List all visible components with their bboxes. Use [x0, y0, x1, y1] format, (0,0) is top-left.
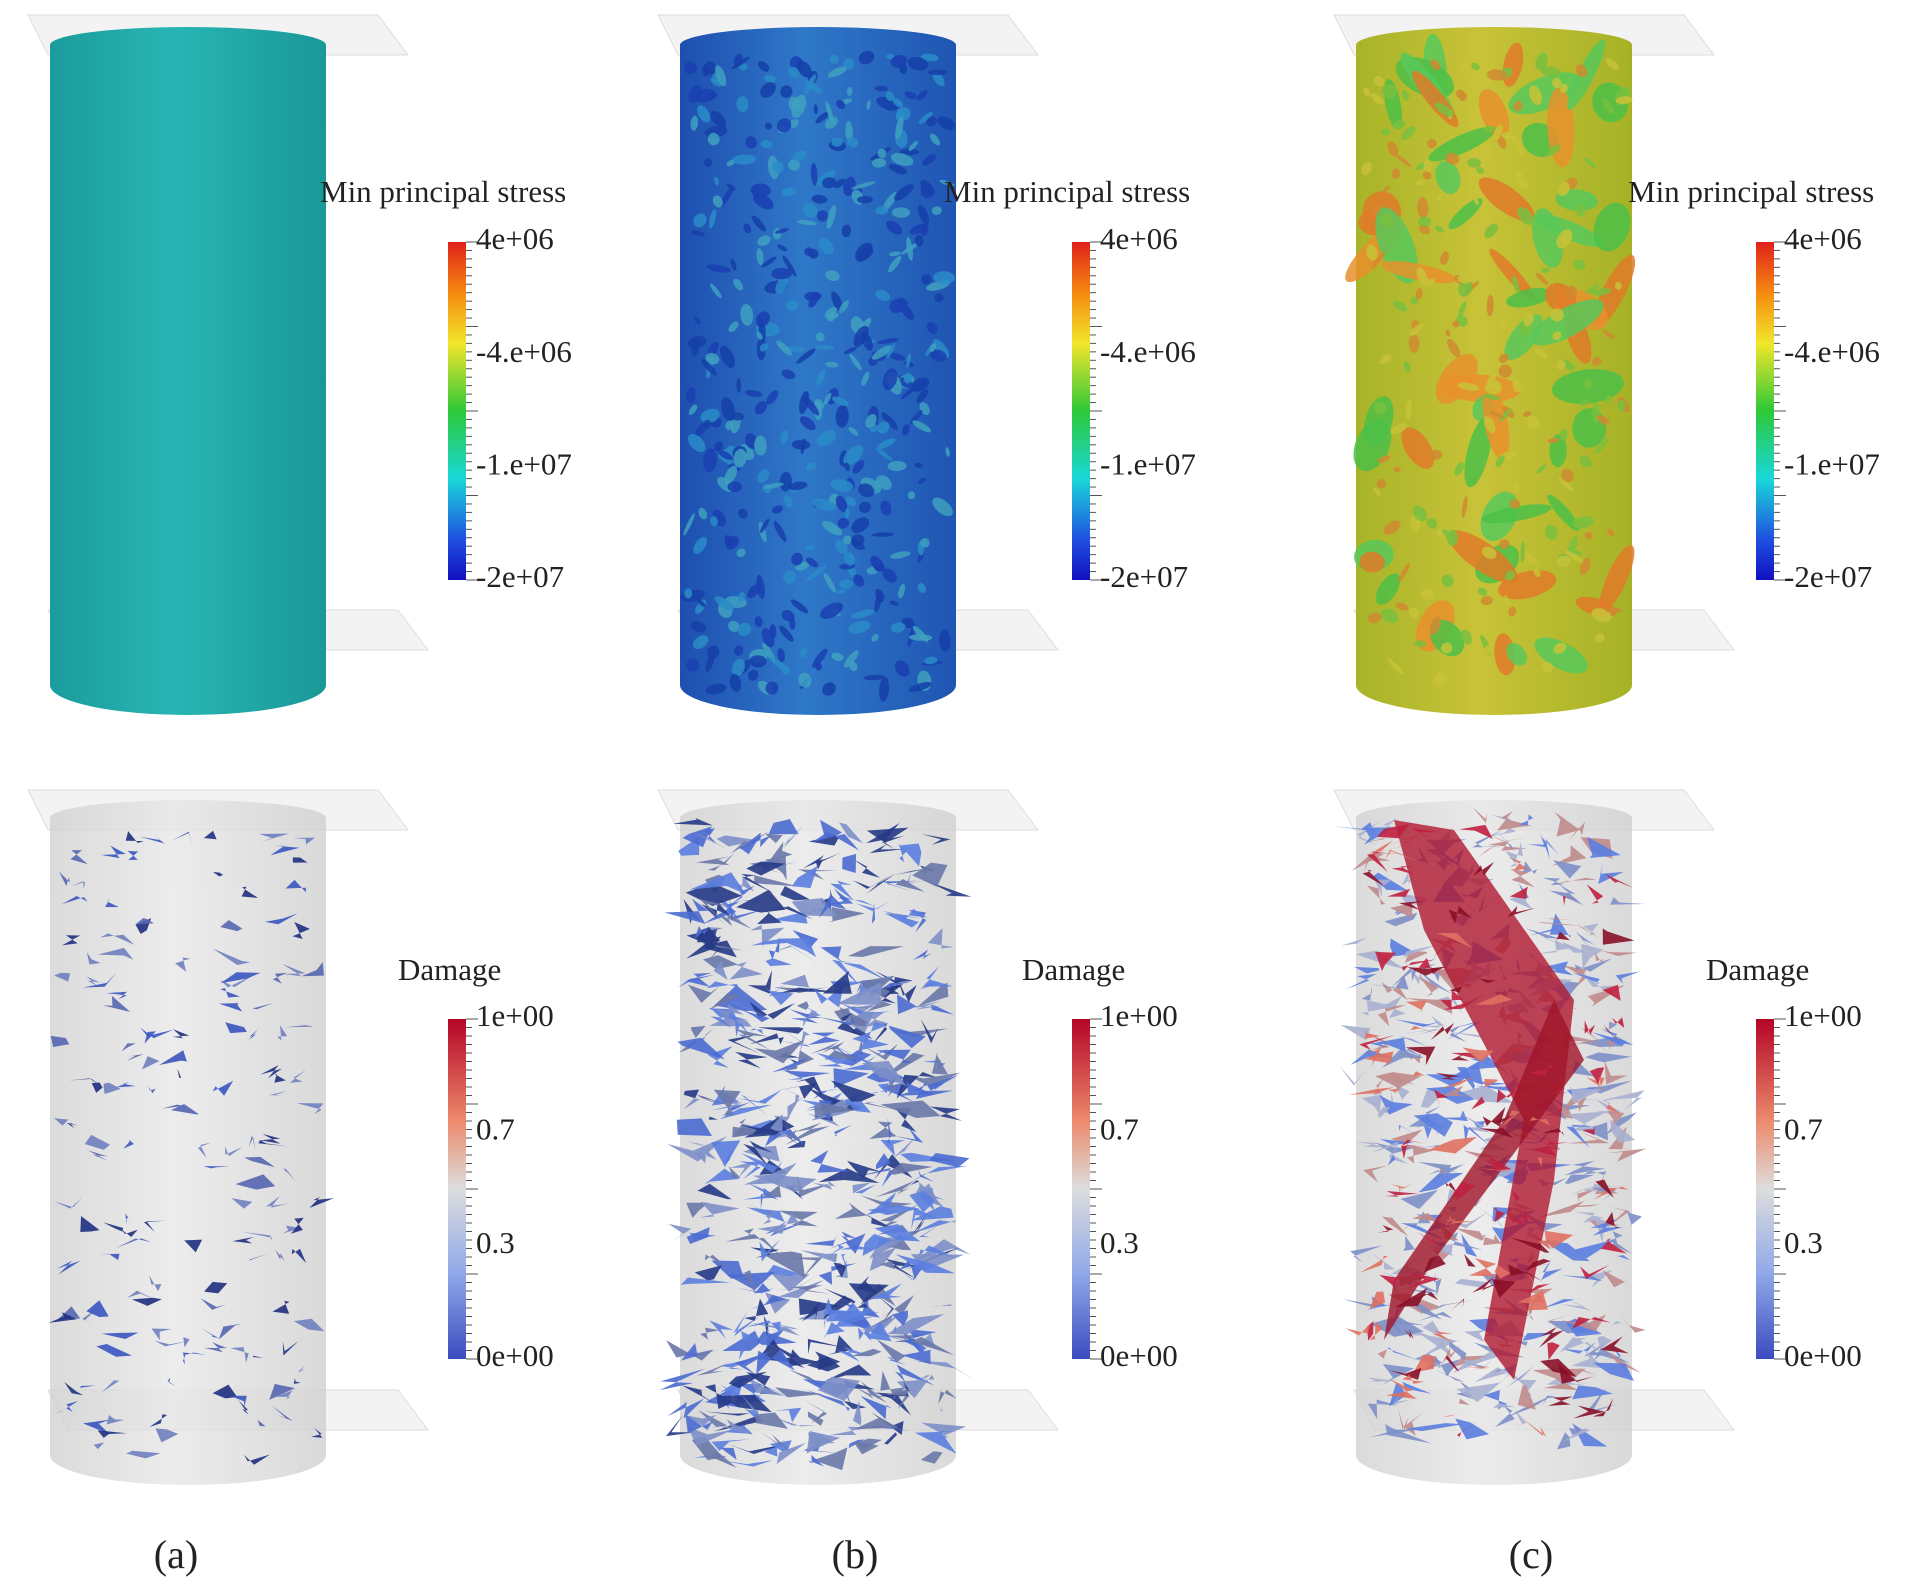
page: {"panels":[ {"label":"(a)","stress_legen…	[0, 0, 1909, 1578]
stress-cylinder	[50, 27, 326, 715]
legend-title: Min principal stress	[944, 174, 1190, 209]
colorbar-tick-label: -1.e+07	[476, 446, 572, 481]
legend-title: Damage	[1706, 952, 1809, 987]
colorbar	[448, 242, 466, 580]
panel-label: (c)	[1509, 1532, 1553, 1577]
legend-title: Damage	[1022, 952, 1125, 987]
colorbar	[1756, 242, 1774, 580]
colorbar-tick-label: -1.e+07	[1784, 446, 1880, 481]
colorbar-tick-label: 4e+06	[1100, 221, 1178, 256]
colorbar-tick-label: -1.e+07	[1100, 446, 1196, 481]
cylinder-body	[50, 45, 326, 685]
texture	[892, 207, 910, 217]
cylinder-body	[680, 45, 956, 685]
colorbar-tick-label: -4.e+06	[1784, 334, 1880, 369]
colorbar-tick-label: 0.3	[1784, 1225, 1823, 1260]
colorbar	[1072, 1019, 1090, 1359]
colorbar	[1756, 1019, 1774, 1359]
colorbar-tick-label: 0.3	[1100, 1225, 1139, 1260]
panel-label: (b)	[832, 1532, 879, 1577]
colorbar-tick-label: 0e+00	[476, 1338, 554, 1373]
legend-title: Damage	[398, 952, 501, 987]
colorbar-tick-label: 0.7	[1784, 1111, 1823, 1146]
cylinder-bottom	[50, 1425, 326, 1485]
colorbar-tick-label: 4e+06	[476, 221, 554, 256]
colorbar-tick-label: -2e+07	[476, 559, 564, 594]
colorbar-tick-label: 1e+00	[1100, 998, 1178, 1033]
figure: Min principal stress 4e+06 -4.e+06 -1.e+07 -…	[0, 0, 1909, 1578]
cylinder-bottom	[50, 655, 326, 715]
cylinder-top	[50, 27, 326, 63]
legend-title: Min principal stress	[1628, 174, 1874, 209]
cylinder-top	[680, 800, 956, 836]
colorbar-tick-label: 0.7	[1100, 1111, 1139, 1146]
colorbar	[448, 1019, 466, 1359]
colorbar-tick-label: 0.7	[476, 1111, 515, 1146]
colorbar-tick-label: -2e+07	[1100, 559, 1188, 594]
legend-title: Min principal stress	[320, 174, 566, 209]
colorbar	[1072, 242, 1090, 580]
colorbar-tick-label: 0.3	[476, 1225, 515, 1260]
colorbar-tick-label: 1e+00	[476, 998, 554, 1033]
colorbar-tick-label: -4.e+06	[1100, 334, 1196, 369]
panel-label: (a)	[154, 1532, 198, 1577]
colorbar-tick-label: 1e+00	[1784, 998, 1862, 1033]
colorbar-tick-label: -4.e+06	[476, 334, 572, 369]
colorbar-tick-label: -2e+07	[1784, 559, 1872, 594]
colorbar-tick-label: 0e+00	[1100, 1338, 1178, 1373]
cylinder-bottom	[1356, 655, 1632, 715]
cylinder-top	[50, 800, 326, 836]
colorbar-tick-label: 4e+06	[1784, 221, 1862, 256]
colorbar-tick-label: 0e+00	[1784, 1338, 1862, 1373]
